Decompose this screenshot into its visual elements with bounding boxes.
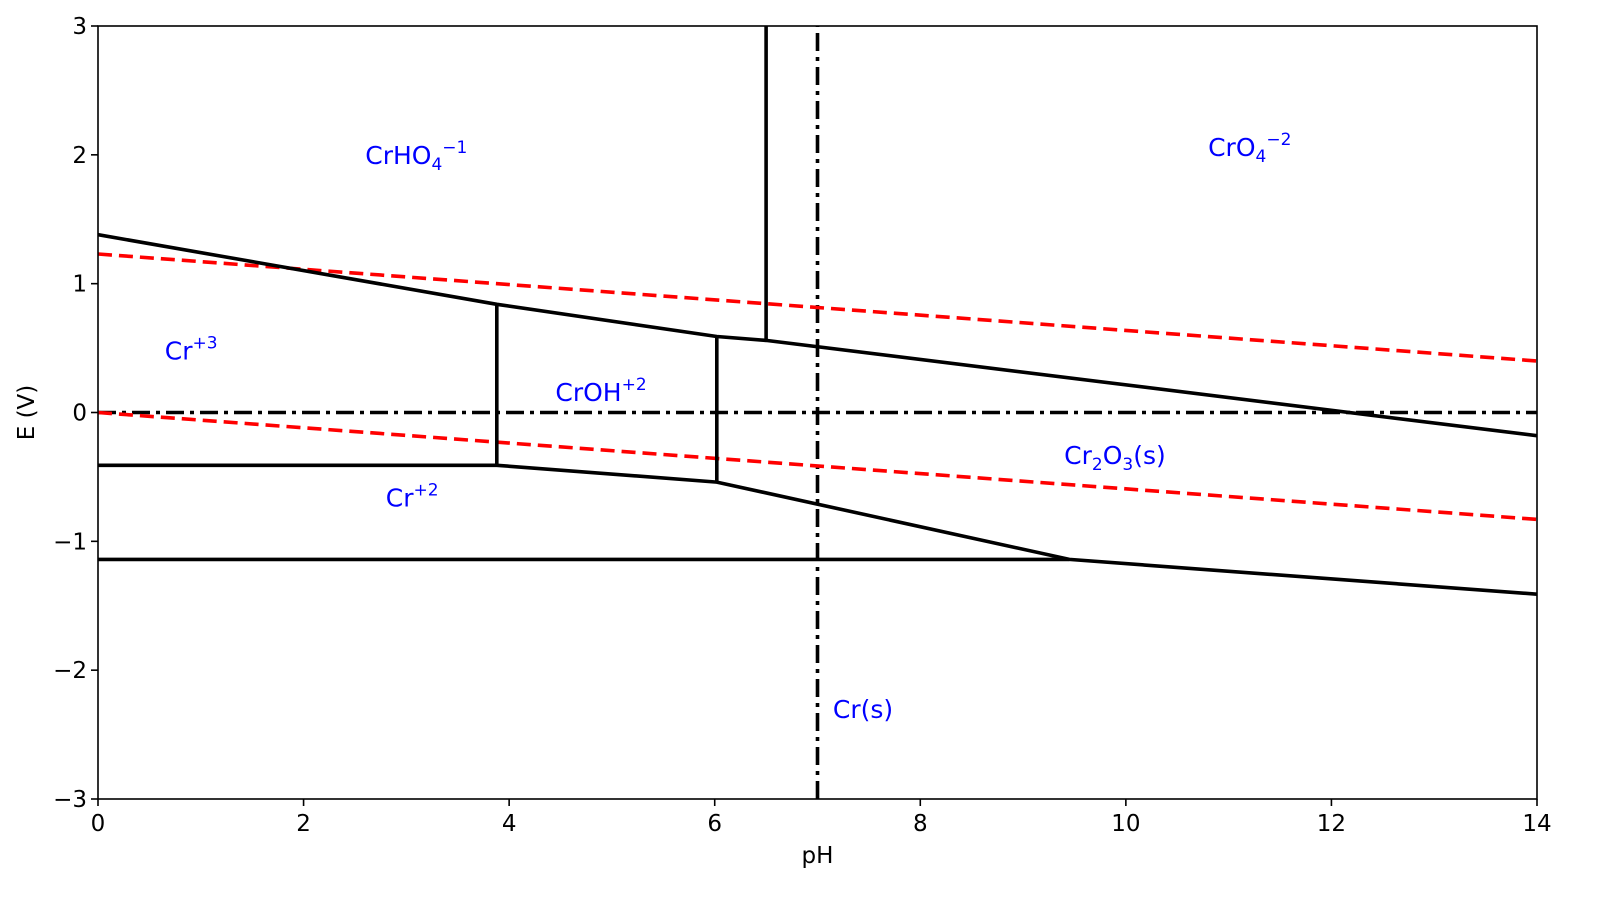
- y-tick-label: −2: [53, 658, 87, 684]
- x-tick-label: 2: [296, 811, 311, 837]
- y-tick-label: 2: [72, 143, 87, 169]
- region-labels: CrHO4−1 CrO4−2 Cr+3 CrOH+2 Cr+2 Cr2O3(s) Cr(s): [165, 130, 1292, 724]
- y-tick-label: 3: [72, 14, 87, 40]
- y-tick-label: 1: [72, 272, 87, 298]
- boundary-line-4: [98, 463, 1537, 596]
- water-line-1: [98, 410, 1537, 522]
- region-label: Cr2O3(s): [1064, 441, 1166, 475]
- x-tick-label: 10: [1111, 811, 1140, 837]
- region-label: Cr+3: [165, 334, 218, 366]
- x-tick-label: 8: [913, 811, 928, 837]
- x-axis-label: pH: [802, 843, 834, 869]
- plot-lines: [98, 26, 1537, 799]
- region-label: CrOH+2: [555, 375, 646, 407]
- water-line-0: [98, 252, 1537, 363]
- y-axis-label: E (V): [14, 385, 40, 441]
- region-label: Cr+2: [386, 481, 439, 513]
- y-tick-label: −1: [53, 529, 87, 555]
- x-tick-label: 6: [707, 811, 722, 837]
- y-tick-label: −3: [53, 787, 87, 813]
- region-label: CrHO4−1: [365, 138, 467, 175]
- x-tick-label: 4: [502, 811, 517, 837]
- x-tick-label: 12: [1317, 811, 1346, 837]
- region-label: Cr(s): [833, 695, 893, 724]
- region-label: CrO4−2: [1208, 130, 1291, 167]
- x-tick-label: 0: [91, 811, 106, 837]
- y-tick-label: 0: [72, 401, 87, 427]
- x-tick-label: 14: [1522, 811, 1551, 837]
